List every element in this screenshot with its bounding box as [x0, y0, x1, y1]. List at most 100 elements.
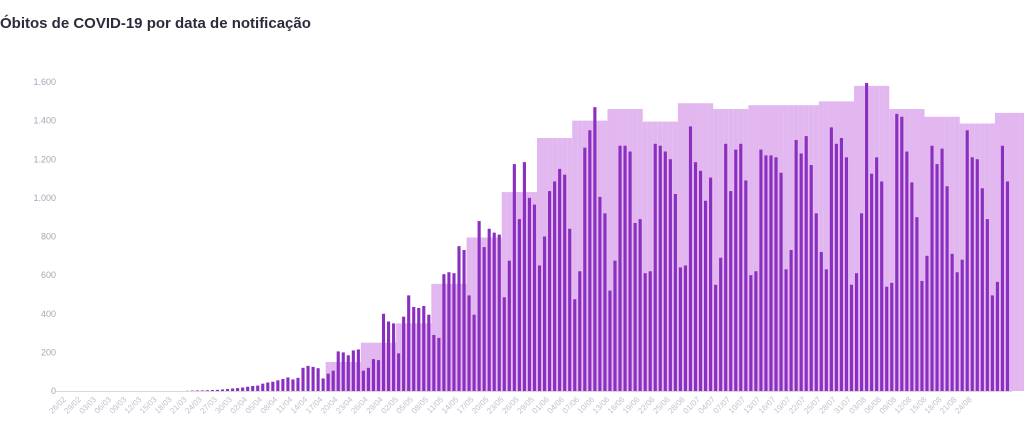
- daily-bar: [814, 213, 818, 391]
- daily-bar: [301, 367, 305, 391]
- weekly-bar: [537, 138, 543, 391]
- daily-bar: [623, 145, 627, 391]
- x-tick-label: 24/08: [953, 395, 974, 416]
- daily-bar: [729, 191, 733, 391]
- daily-bar: [839, 138, 843, 391]
- chart-title: Óbitos de COVID-19 por data de notificaç…: [0, 15, 311, 32]
- weekly-bar: [501, 192, 507, 391]
- daily-bar: [210, 390, 214, 391]
- daily-bar: [361, 370, 365, 391]
- daily-bar: [387, 321, 391, 391]
- daily-bar: [794, 139, 798, 391]
- daily-bar: [447, 272, 451, 391]
- daily-bar: [663, 151, 667, 391]
- daily-bar: [306, 365, 310, 391]
- daily-bar: [346, 355, 350, 391]
- daily-bar: [648, 271, 652, 391]
- y-tick-label: 0: [51, 386, 56, 396]
- daily-bar: [336, 351, 340, 391]
- daily-bar: [376, 360, 381, 391]
- daily-bar: [231, 388, 235, 391]
- daily-bar: [799, 153, 803, 391]
- daily-bar: [724, 143, 728, 391]
- daily-bar: [698, 170, 703, 391]
- daily-bar: [200, 390, 204, 391]
- x-axis: 26/0229/0203/0306/0309/0312/0315/0318/03…: [47, 395, 974, 416]
- daily-bar: [492, 232, 496, 391]
- weekly-bar: [788, 105, 794, 392]
- daily-bar: [422, 306, 426, 391]
- daily-bar: [522, 162, 526, 391]
- daily-bar: [990, 295, 994, 391]
- daily-bar: [291, 379, 295, 391]
- daily-bar: [769, 155, 773, 391]
- daily-bar: [381, 313, 386, 391]
- daily-bar: [658, 145, 662, 391]
- daily-bar: [693, 162, 698, 391]
- weekly-bar: [848, 101, 855, 391]
- daily-bar: [849, 284, 854, 391]
- daily-bar: [432, 334, 436, 391]
- daily-bar: [704, 200, 708, 391]
- daily-bar: [875, 157, 879, 391]
- daily-bar: [402, 316, 406, 391]
- daily-bar: [890, 282, 894, 391]
- weekly-bar: [989, 123, 995, 392]
- daily-bar: [452, 273, 456, 391]
- daily-bar: [829, 127, 833, 391]
- y-axis: 0 200 400 600 800 1.000 1.200 1.400 1.600: [33, 77, 56, 396]
- weekly-bar: [959, 123, 965, 392]
- weekly-bar: [924, 116, 930, 391]
- daily-bar: [895, 113, 899, 392]
- daily-bar: [497, 234, 501, 391]
- daily-bar: [819, 251, 823, 391]
- daily-bar: [578, 271, 582, 391]
- weekly-bar: [607, 109, 613, 391]
- daily-bar: [331, 370, 335, 391]
- daily-bar: [417, 307, 421, 391]
- daily-bar: [925, 255, 929, 391]
- y-tick-label: 800: [41, 232, 56, 242]
- weekly-bar: [713, 109, 719, 391]
- y-tick-label: 1.600: [33, 77, 56, 87]
- weekly-bar: [647, 121, 653, 391]
- daily-bar: [789, 250, 793, 391]
- daily-bar: [558, 168, 562, 391]
- daily-bar: [532, 204, 537, 391]
- daily-bar: [548, 191, 552, 391]
- daily-bar: [910, 182, 914, 391]
- y-tick-label: 1.000: [33, 193, 56, 203]
- daily-bar: [995, 281, 999, 391]
- x-tick-label: 08/04: [259, 395, 280, 416]
- weekly-bar: [718, 109, 724, 391]
- daily-bar: [321, 378, 325, 391]
- daily-bar: [220, 389, 225, 391]
- daily-bar: [251, 385, 255, 391]
- weekly-bar: [818, 101, 824, 391]
- daily-bar: [779, 172, 783, 391]
- daily-bar: [457, 246, 461, 391]
- daily-bar: [512, 164, 516, 391]
- daily-bar: [870, 173, 874, 391]
- daily-bar: [598, 196, 602, 391]
- weekly-bar: [682, 103, 689, 392]
- daily-bar: [583, 147, 587, 391]
- y-tick-label: 200: [41, 347, 56, 357]
- y-tick-label: 600: [41, 270, 56, 280]
- daily-bar: [915, 217, 919, 391]
- weekly-bar: [823, 101, 829, 391]
- daily-bar: [960, 259, 964, 391]
- daily-bar: [276, 380, 280, 391]
- daily-bar: [462, 250, 466, 391]
- daily-bar: [688, 126, 693, 392]
- y-tick-label: 400: [41, 309, 56, 319]
- weekly-bar: [994, 112, 1000, 392]
- daily-bar: [865, 82, 869, 391]
- weekly-bar: [642, 121, 648, 391]
- weekly-bar: [1015, 112, 1021, 392]
- daily-bar: [477, 221, 481, 391]
- weekly-bar: [365, 342, 371, 391]
- daily-bar: [326, 373, 330, 391]
- daily-bar: [784, 269, 788, 391]
- daily-bar: [844, 157, 849, 391]
